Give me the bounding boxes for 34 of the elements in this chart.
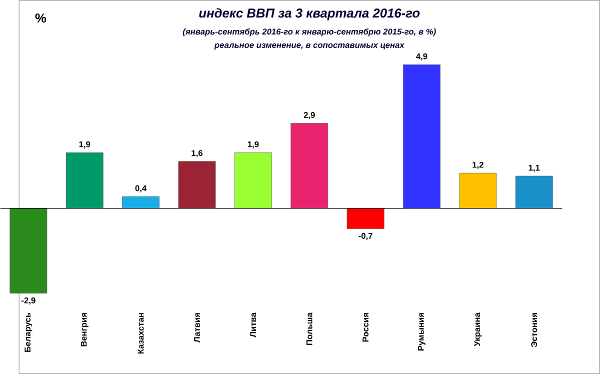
bar [290, 123, 328, 209]
x-tick-label: Россия [362, 313, 368, 342]
data-label: -0,7 [358, 232, 372, 240]
data-label: 1,6 [192, 150, 202, 158]
x-tick-label: Беларусь [24, 312, 32, 352]
x-tick-label: Украина [474, 312, 482, 346]
data-label: 2,9 [304, 112, 315, 120]
x-tick-label: Венгрия [80, 313, 88, 346]
x-tick-label: Казахстан [138, 313, 144, 354]
data-label: 0,4 [135, 185, 147, 192]
data-label: 1,1 [528, 164, 540, 172]
data-label: 4,9 [416, 53, 428, 61]
x-tick-label: Польша [306, 312, 312, 345]
bar [346, 208, 384, 230]
x-tick-label: Литва [250, 312, 256, 338]
x-tick-label: Румыния [418, 313, 426, 351]
bar [515, 176, 553, 209]
bar [10, 208, 48, 294]
bar [403, 64, 440, 209]
bar [178, 161, 216, 209]
y-axis-title: % [35, 14, 46, 23]
bar [459, 172, 497, 209]
bar [122, 196, 160, 209]
data-label: -2,9 [22, 297, 36, 305]
text: реальное изменение, в сопоставимых ценах [214, 43, 405, 50]
chart-title: индекс ВВП за 3 квартала 2016-го [199, 8, 420, 20]
data-label: 1,9 [79, 141, 90, 148]
data-label: 1,2 [472, 162, 484, 170]
bar [66, 152, 104, 209]
x-tick-label: Эстония [531, 313, 538, 348]
bar [234, 152, 272, 209]
chart-subtitle: (январь-сентябрь 2016-го к январю-сентябрю 2015-го, в %) [182, 28, 436, 36]
data-label: 1,9 [248, 141, 259, 148]
x-tick-label: Латвия [194, 313, 200, 342]
